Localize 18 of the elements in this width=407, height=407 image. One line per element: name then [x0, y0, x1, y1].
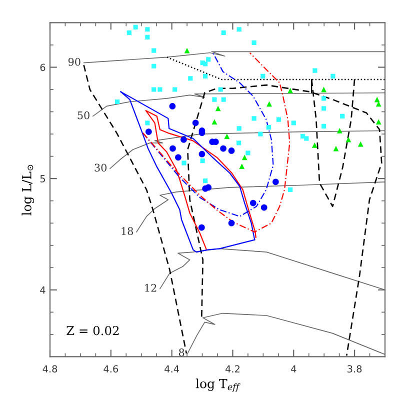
y-tick-label: 5: [40, 175, 45, 182]
annotation: Z = 0.02: [66, 326, 119, 336]
series-label: 30: [94, 164, 107, 172]
x-axis-title: log T$_{eff}$: [196, 378, 240, 392]
y-axis-title: log L/L$_{⊙}$: [22, 164, 34, 216]
x-tick-label: 4.6: [104, 365, 118, 373]
x-tick-label: 3.8: [348, 365, 362, 373]
series-label: 8: [178, 348, 184, 356]
series-label: 90: [68, 58, 80, 66]
x-tick-label: 4.8: [42, 365, 58, 373]
series-label: 12: [145, 284, 156, 292]
x-tick-label: 4.2: [225, 365, 240, 372]
y-tick-label: 4: [40, 286, 46, 294]
x-tick-label: 4.4: [164, 365, 180, 372]
y-tick-label: 6: [40, 64, 46, 72]
series-label: 50: [78, 111, 90, 120]
series-label: 18: [122, 227, 134, 236]
x-tick-label: 4: [291, 365, 296, 372]
